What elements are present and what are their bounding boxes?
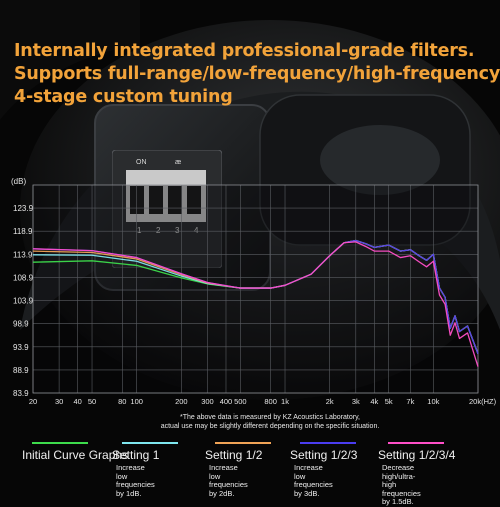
x-tick-label: 500 — [234, 397, 247, 406]
x-tick-label: 7k — [406, 397, 414, 406]
brand-logo-mark: æ — [175, 159, 182, 166]
legend-name: Setting 1/2/3 — [290, 448, 358, 462]
x-tick-label: 2k — [326, 397, 334, 406]
headline-line-3: 4-stage custom tuning — [14, 87, 233, 107]
headline-line-1: Internally integrated professional-grade… — [14, 41, 475, 61]
y-tick-label: 118.9 — [13, 227, 33, 236]
x-tick-label: 10k — [427, 397, 439, 406]
legend-desc: Increase low frequencies by 3dB. — [294, 463, 333, 498]
legend-name: Setting 1/2 — [205, 448, 263, 462]
y-tick-label: 93.9 — [13, 343, 29, 352]
dip-on-label: ON — [136, 159, 147, 166]
dip-number-1: 1 — [137, 226, 141, 235]
legend-name: Initial Curve Graphs — [22, 448, 129, 462]
legend: Initial Curve Graphs Setting 1 Increase … — [0, 440, 500, 506]
legend-swatch-setting-1-2 — [215, 442, 271, 444]
y-tick-label: 113.9 — [13, 250, 33, 259]
dip-number-2: 2 — [156, 226, 160, 235]
legend-desc: Increase low frequencies by 2dB. — [209, 463, 248, 498]
x-tick-label: 40 — [73, 397, 81, 406]
y-tick-label: 123.9 — [13, 204, 34, 213]
legend-swatch-setting-1-2-3-4 — [388, 442, 444, 444]
footnote-line-1: *The above data is measured by KZ Acoust… — [179, 414, 361, 421]
x-tick-label: 300 — [201, 397, 214, 406]
x-tick-label: 80 — [118, 397, 126, 406]
frequency-response-chart: 123.9 118.9 113.9 108.9 103.9 98.9 93.9 88.9 83.… — [11, 177, 497, 406]
y-tick-label: 88.9 — [13, 366, 29, 375]
plot-frame — [32, 184, 479, 394]
dip-number-3: 3 — [175, 226, 179, 235]
dip-switch-panel — [112, 150, 222, 268]
footnote-line-2: actual use may be slightly different dep… — [160, 423, 380, 430]
x-tick-label: 200 — [175, 397, 188, 406]
legend-desc: Increase low frequencies by 1dB. — [116, 463, 155, 498]
x-tick-label: 100 — [130, 397, 143, 406]
x-tick-label: 50 — [88, 397, 96, 406]
x-tick-label: 20k(HZ) — [469, 397, 497, 406]
x-tick-label: 1k — [281, 397, 289, 406]
legend-swatch-setting-1 — [122, 442, 178, 444]
x-tick-label: 800 — [264, 397, 277, 406]
legend-name: Setting 1 — [112, 448, 160, 462]
y-tick-label: 98.9 — [13, 320, 29, 329]
x-tick-label: 5k — [385, 397, 393, 406]
x-tick-label: 20 — [29, 397, 37, 406]
footnote: *The above data is measured by KZ Acoust… — [110, 413, 430, 431]
y-tick-label: 83.9 — [13, 389, 29, 398]
legend-swatch-initial — [32, 442, 88, 444]
y-axis-unit: (dB) — [11, 177, 26, 186]
headline: Internally integrated professional-grade… — [14, 40, 500, 109]
x-tick-label: 4k — [370, 397, 378, 406]
series-line-5 — [32, 241, 479, 367]
plot-area — [33, 185, 478, 393]
dip-number-4: 4 — [194, 226, 198, 235]
legend-swatch-setting-1-2-3 — [300, 442, 356, 444]
legend-desc: Decrease high/ultra-high frequencies by … — [382, 463, 421, 506]
x-tick-label: 3k — [352, 397, 360, 406]
headline-line-2: Supports full-range/low-frequency/high-f… — [14, 64, 500, 84]
x-tick-label: 400 — [220, 397, 233, 406]
y-tick-label: 108.9 — [13, 273, 34, 282]
y-tick-label: 103.9 — [13, 297, 34, 306]
legend-name: Setting 1/2/3/4 — [378, 448, 456, 462]
x-tick-label: 30 — [55, 397, 63, 406]
